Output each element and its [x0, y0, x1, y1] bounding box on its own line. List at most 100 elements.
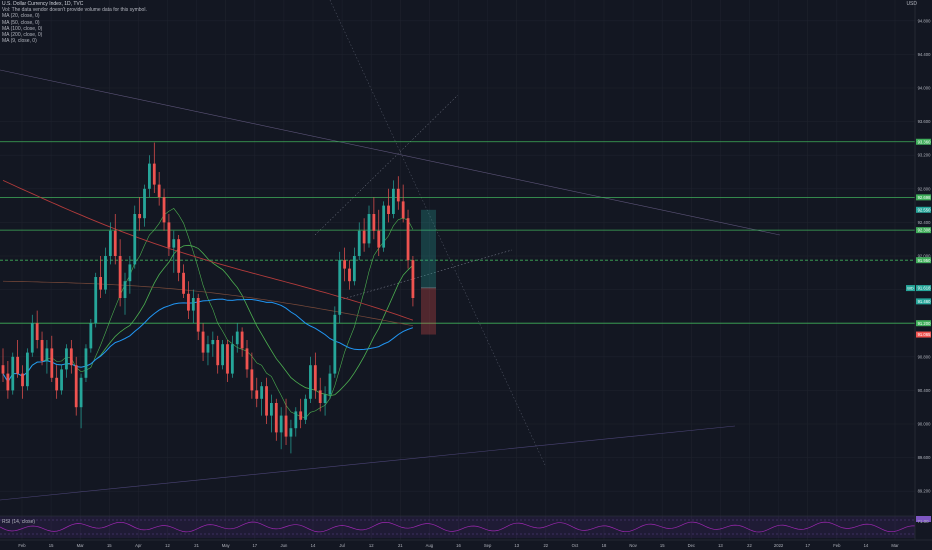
time-tick-label: 13 — [718, 543, 723, 548]
time-tick-label: 2022 — [774, 543, 784, 548]
rsi-band — [0, 516, 915, 538]
target-zone — [421, 209, 436, 288]
ma200-line — [2, 179, 414, 321]
time-tick-label: 21 — [194, 543, 199, 548]
time-tick-label: Sep — [484, 543, 492, 548]
candle — [128, 264, 132, 282]
candle — [94, 277, 98, 324]
ma-legend-4[interactable]: MA (200, close, 0) — [2, 32, 43, 39]
candle — [270, 403, 273, 416]
candle — [162, 197, 166, 223]
price-tag-label: 92.698 — [918, 195, 931, 200]
candle — [279, 415, 283, 433]
candle — [148, 163, 151, 189]
price-tag-label: 91.950 — [918, 258, 931, 263]
time-tick-label: 12 — [369, 543, 374, 548]
candle — [113, 230, 117, 256]
price-tick-label: 90.000 — [918, 422, 931, 427]
candle — [377, 230, 381, 248]
price-tag — [916, 285, 931, 292]
candle — [69, 348, 73, 366]
candle — [143, 188, 146, 219]
price-tag-label: 91.460 — [918, 299, 931, 304]
candle — [255, 390, 259, 399]
candle — [26, 352, 29, 387]
price-tick-label: 89.600 — [918, 455, 931, 460]
long-position-tool[interactable] — [421, 209, 436, 335]
price-tag — [916, 320, 931, 327]
candle — [357, 230, 361, 256]
candle — [284, 415, 288, 437]
price-tick-label: 94.000 — [918, 86, 931, 91]
rsi-pane — [0, 515, 915, 538]
drawing-tools[interactable] — [0, 0, 781, 501]
ma-legend-3[interactable]: MA (100, close, 0) — [2, 25, 43, 32]
horizontal-levels[interactable] — [0, 141, 915, 324]
candle — [201, 331, 205, 353]
time-tick-label: 15 — [660, 543, 665, 548]
time-scale-bg — [0, 540, 932, 550]
rsi-line — [0, 521, 915, 533]
price-tick-label: 92.800 — [918, 186, 931, 191]
candle — [45, 348, 49, 361]
candle — [177, 239, 181, 273]
candle — [123, 281, 127, 298]
time-tick-label: Dec — [688, 543, 695, 548]
price-tag — [916, 206, 931, 213]
candle — [1, 365, 5, 374]
time-tick-label: 16 — [456, 543, 461, 548]
trendline — [0, 69, 781, 236]
candle — [387, 205, 390, 214]
candle — [99, 277, 102, 290]
price-tag — [916, 227, 931, 234]
candlestick-series — [1, 142, 415, 454]
candle — [235, 331, 239, 345]
price-tag — [916, 298, 931, 305]
candle — [118, 256, 122, 298]
bid-tag-label: BID — [907, 287, 914, 291]
candle — [226, 344, 229, 374]
time-tick-label: Mar — [77, 543, 85, 548]
price-scale[interactable]: 94.800 94.400 94.000 93.600 93.200 92.800 92.4… — [906, 0, 932, 540]
time-tick-label: 13 — [514, 543, 519, 548]
candle — [167, 222, 171, 248]
chart-grid — [0, 0, 915, 540]
time-tick-label: 21 — [398, 543, 403, 548]
candle — [304, 398, 307, 420]
ma-legend-1[interactable]: MA (20, close, 0) — [2, 13, 40, 20]
candle — [240, 331, 244, 349]
candle — [182, 272, 185, 294]
price-tag — [916, 194, 931, 201]
time-tick-label: May — [222, 543, 231, 548]
price-tick-label: 90.400 — [918, 388, 931, 393]
candle — [172, 239, 176, 248]
rsi-legend[interactable]: RSI (14, close) — [2, 519, 36, 525]
candle — [6, 373, 10, 391]
time-tick-label: Mar — [891, 543, 899, 548]
candle — [216, 340, 220, 366]
ma-legend-5[interactable]: MA (9, close, 0) — [2, 38, 37, 45]
candle — [11, 356, 15, 391]
rsi-tag — [916, 516, 931, 522]
stop-zone — [421, 287, 436, 335]
time-tick-label: 18 — [602, 543, 607, 548]
time-tick-label: 17 — [805, 543, 810, 548]
symbol-title[interactable]: U.S. Dollar Currency Index, 1D, TVC — [2, 1, 84, 7]
candle — [157, 184, 161, 198]
ma-legend-2[interactable]: MA (50, close, 0) — [2, 19, 40, 26]
time-scale[interactable]: Feb 15 Mar 15 Apr 12 21 May 17 Jun 14 Jul 12 21 Aug 16 S… — [0, 539, 932, 550]
candle — [108, 230, 112, 256]
candle — [299, 411, 303, 420]
candle — [79, 377, 83, 408]
candle — [245, 348, 249, 370]
price-tag-label: 92.308 — [918, 228, 931, 233]
chart-legend: U.S. Dollar Currency Index, 1D, TVC Vol:… — [2, 1, 147, 44]
ma100-line — [2, 280, 413, 327]
price-tick-label: 90.800 — [918, 354, 931, 359]
bid-tag — [906, 285, 915, 292]
trendline — [0, 425, 736, 501]
candle — [372, 214, 376, 231]
time-tick-label: Aug — [426, 543, 434, 548]
candle — [309, 365, 312, 399]
